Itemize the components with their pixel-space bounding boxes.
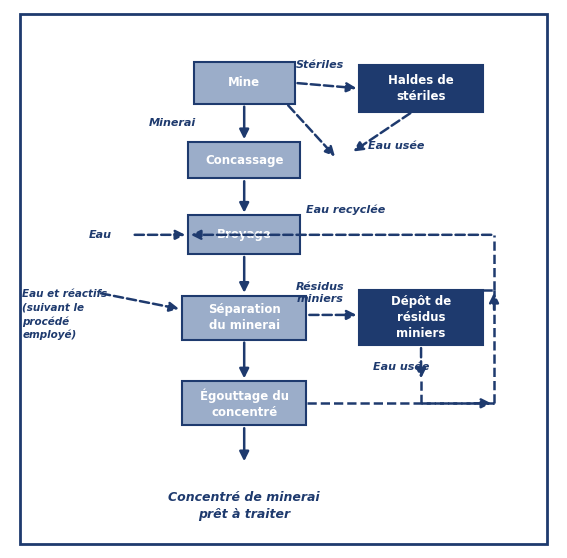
Text: Eau et réactifs
(suivant le
procédé
employé): Eau et réactifs (suivant le procédé empl… [23,290,108,340]
Text: Concassage: Concassage [205,153,284,167]
FancyBboxPatch shape [359,65,483,112]
Text: Résidus
miniers: Résidus miniers [295,282,344,304]
Text: Mine: Mine [228,76,260,89]
Text: Eau recyclée: Eau recyclée [306,205,385,215]
Text: Minerai: Minerai [149,118,197,128]
Text: Haldes de
stériles: Haldes de stériles [388,74,454,103]
FancyBboxPatch shape [183,296,306,340]
Text: Stériles: Stériles [296,60,344,70]
FancyBboxPatch shape [20,14,547,544]
Text: Broyage: Broyage [217,228,272,241]
Text: Séparation
du minerai: Séparation du minerai [208,303,281,332]
Text: Eau: Eau [89,230,112,240]
FancyBboxPatch shape [359,290,483,345]
Text: Eau usée: Eau usée [368,141,424,151]
FancyBboxPatch shape [194,62,295,104]
Text: Concentré de minerai
prêt à traiter: Concentré de minerai prêt à traiter [168,490,320,521]
FancyBboxPatch shape [188,215,301,254]
Text: Égouttage du
concentré: Égouttage du concentré [200,388,289,418]
FancyBboxPatch shape [188,142,301,178]
Text: Eau usée: Eau usée [373,362,430,372]
FancyBboxPatch shape [183,381,306,425]
Text: Dépôt de
résidus
miniers: Dépôt de résidus miniers [391,295,451,340]
